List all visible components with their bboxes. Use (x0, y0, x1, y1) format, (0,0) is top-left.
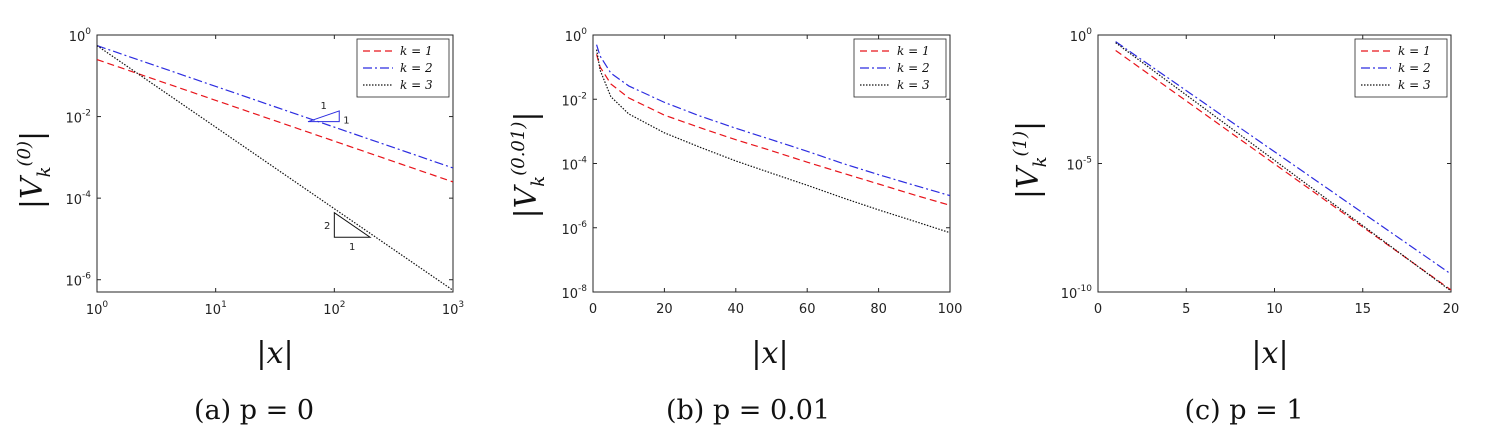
slope-rise-label: 2 (324, 221, 330, 232)
x-axis-label: |x| (1251, 336, 1288, 371)
x-tick-label: 100 (938, 302, 963, 317)
series-line-k3 (595, 49, 950, 234)
panel-c: (c) p = 1 0 5 10 15 20 10-10 10-5 100 k = 1 k = 2… (1010, 27, 1459, 426)
y-tick-label: 10-4 (561, 156, 587, 174)
y-tick-label: 10-4 (65, 190, 91, 208)
x-tick-label: 10 (1266, 302, 1283, 317)
x-tick-label: 40 (728, 302, 745, 317)
y-axis-label: |Vk(1)| (1010, 121, 1051, 199)
y-tick-label: 100 (1070, 27, 1093, 45)
legend-box (356, 38, 450, 98)
series-group (97, 45, 453, 291)
panel-b: (b) p = 0.01 0 20 40 60 80 100 10-8 10-6 10-4 10-… (508, 27, 962, 426)
series-line-k1 (97, 58, 453, 183)
series-line-k2 (595, 44, 950, 197)
x-tick-label: 0 (589, 302, 597, 317)
y-tick-label: 10-5 (1066, 156, 1092, 174)
legend-label-k1: k = 1 (400, 44, 433, 58)
panel-a: (a) p = 0 100 101 102 103 10-6 10-4 10-2 100 1 1 2… (14, 27, 464, 426)
caption-c: (c) p = 1 (1184, 395, 1303, 426)
series-group (1115, 41, 1451, 292)
caption-b: (b) p = 0.01 (666, 395, 830, 426)
y-tick-label: 10-8 (561, 284, 587, 302)
legend: k = 1 k = 2 k = 3 (1354, 38, 1448, 98)
y-tick-label: 10-2 (561, 91, 587, 109)
y-tick-label: 10-2 (65, 109, 91, 127)
series-line-k1 (595, 54, 950, 206)
legend-label-k2: k = 2 (897, 61, 930, 75)
y-tick-label: 10-10 (1061, 284, 1093, 302)
x-tick-label: 5 (1182, 302, 1190, 317)
legend: k = 1 k = 2 k = 3 (356, 38, 450, 98)
series-line-k3 (1115, 42, 1451, 292)
slope-triangle (307, 110, 340, 123)
legend-label-k2: k = 2 (1398, 61, 1431, 75)
y-tick-label: 100 (69, 27, 92, 45)
legend-label-k3: k = 3 (897, 78, 930, 92)
x-axis-label: |x| (256, 336, 293, 371)
x-tick-label: 20 (1443, 302, 1460, 317)
slope-run-label: 1 (349, 242, 355, 253)
legend-label-k1: k = 1 (897, 44, 930, 58)
y-tick-label: 100 (565, 27, 588, 45)
slope-rise-label: 1 (343, 116, 349, 127)
x-tick-label: 20 (656, 302, 673, 317)
x-tick-label: 0 (1094, 302, 1102, 317)
legend: k = 1 k = 2 k = 3 (853, 38, 947, 98)
axes-box (96, 34, 454, 293)
y-axis-label: |Vk(0.01)| (508, 112, 549, 219)
series-line-k2 (97, 45, 453, 169)
legend-box (1354, 38, 1448, 98)
x-tick-label: 103 (442, 300, 464, 318)
y-tick-label: 10-6 (65, 272, 91, 290)
legend-box (853, 38, 947, 98)
legend-label-k3: k = 3 (400, 78, 433, 92)
x-tick-label: 102 (323, 300, 345, 318)
legend-label-k2: k = 2 (400, 61, 433, 75)
series-group (595, 44, 950, 234)
x-tick-label: 101 (205, 300, 227, 318)
x-axis-label: |x| (751, 336, 788, 371)
x-tick-label: 80 (870, 302, 887, 317)
slope-triangle (333, 211, 372, 238)
slope-run-label: 1 (320, 101, 326, 112)
x-tick-label: 60 (799, 302, 816, 317)
series-line-k1 (1115, 49, 1451, 291)
x-tick-label: 15 (1354, 302, 1371, 317)
y-tick-label: 10-6 (561, 220, 587, 238)
y-axis-label: |Vk(0)| (14, 131, 55, 209)
x-tick-label: 100 (86, 300, 109, 318)
caption-a: (a) p = 0 (194, 395, 314, 426)
legend-label-k3: k = 3 (1398, 78, 1431, 92)
legend-label-k1: k = 1 (1398, 44, 1431, 58)
